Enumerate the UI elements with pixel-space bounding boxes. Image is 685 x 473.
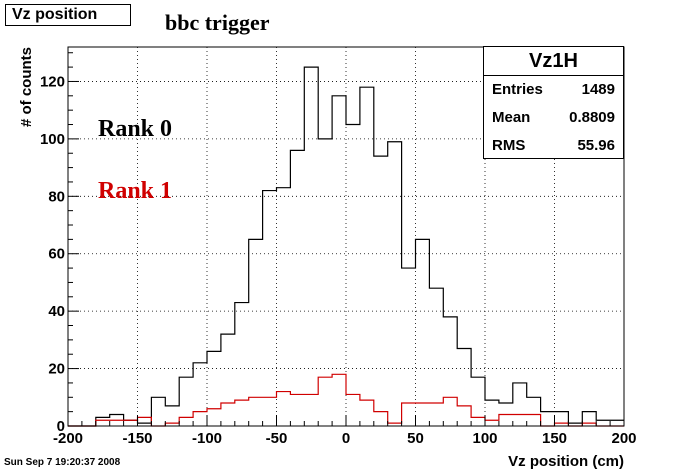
legend-rank-1: Rank 1 xyxy=(98,178,173,204)
x-tick-label: 0 xyxy=(342,430,350,447)
axis-ticks xyxy=(67,52,625,427)
x-tick-label: -150 xyxy=(122,430,152,447)
chart-title: bbc trigger xyxy=(165,10,270,35)
y-tick-label: 100 xyxy=(40,131,65,148)
stats-value: 0.8809 xyxy=(569,109,615,126)
x-tick-label: -100 xyxy=(192,430,222,447)
stats-row-rms: RMS 55.96 xyxy=(484,132,623,160)
x-tick-label: -200 xyxy=(53,430,83,447)
stats-row-entries: Entries 1489 xyxy=(484,76,623,104)
histogram-title-box: Vz position xyxy=(5,4,131,26)
y-tick-label: 60 xyxy=(48,246,65,263)
stats-label: RMS xyxy=(492,137,526,154)
x-tick-label: 100 xyxy=(472,430,497,447)
stats-box: Vz1H Entries 1489 Mean 0.8809 RMS 55.96 xyxy=(483,46,624,159)
tick-labels: -200 -150 -100 -50 0 50 100 150 200 0 20 40 60 80 100 1… xyxy=(40,73,637,447)
y-tick-label: 40 xyxy=(48,303,65,320)
y-tick-label: 80 xyxy=(48,188,65,205)
y-tick-label: 20 xyxy=(48,361,65,378)
date-stamp: Sun Sep 7 19:20:37 2008 xyxy=(4,457,121,468)
stats-title: Vz1H xyxy=(484,47,623,76)
x-axis-label: Vz position (cm) xyxy=(508,453,624,470)
series-1-outline xyxy=(68,373,624,427)
stats-row-mean: Mean 0.8809 xyxy=(484,104,623,132)
stats-value: 55.96 xyxy=(577,137,615,154)
histogram-title: Vz position xyxy=(12,6,98,23)
y-tick-label: 120 xyxy=(40,73,65,90)
stats-label: Entries xyxy=(492,81,543,98)
y-axis-label: # of counts xyxy=(18,47,35,127)
y-tick-label: 0 xyxy=(57,418,65,435)
stats-value: 1489 xyxy=(581,81,615,98)
stats-label: Mean xyxy=(492,109,531,126)
histogram-series xyxy=(68,66,624,427)
x-tick-label: 150 xyxy=(542,430,567,447)
x-tick-label: 50 xyxy=(407,430,424,447)
x-tick-label: -50 xyxy=(266,430,288,447)
legend-rank-0: Rank 0 xyxy=(98,116,173,142)
series-0-outline xyxy=(68,66,624,427)
x-tick-label: 200 xyxy=(611,430,636,447)
